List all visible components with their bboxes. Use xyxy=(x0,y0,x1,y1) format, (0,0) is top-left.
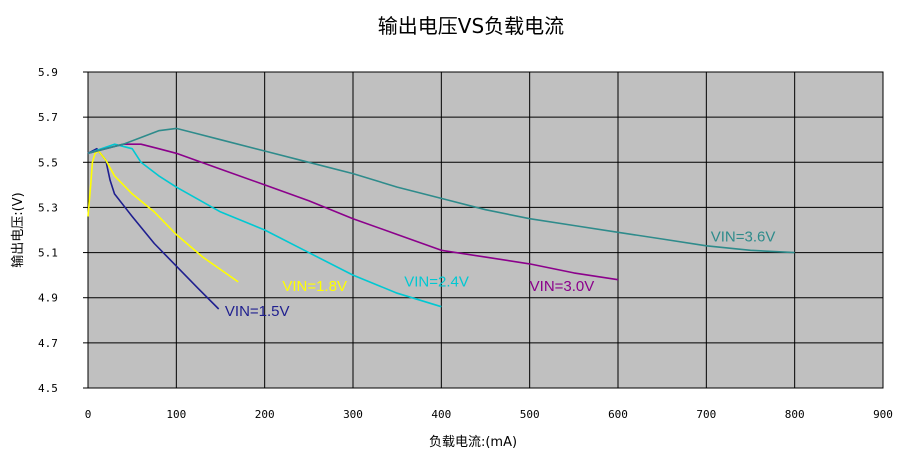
x-tick-label: 600 xyxy=(608,408,628,421)
x-tick-label: 500 xyxy=(520,408,540,421)
series-label: VIN=2.4V xyxy=(404,273,469,290)
series-label: VIN=1.8V xyxy=(282,278,347,295)
series-label: VIN=3.0V xyxy=(530,278,595,295)
series-label: VIN=1.5V xyxy=(225,303,290,320)
y-tick-label: 4.7 xyxy=(38,337,58,350)
series-lines xyxy=(87,127,795,310)
series-line-vin-1-8v xyxy=(87,150,239,283)
series-labels: VIN=1.5V VIN=1.8V VIN=2.4V VIN=3.0V VIN=3.6V xyxy=(225,228,775,319)
x-tick-label: 700 xyxy=(696,408,716,421)
y-tick-label: 5.5 xyxy=(38,156,58,169)
x-tick-label: 200 xyxy=(255,408,275,421)
x-tick-label: 100 xyxy=(166,408,186,421)
gridlines xyxy=(88,72,883,388)
x-tick-label: 800 xyxy=(785,408,805,421)
series-line-vin-3-6v xyxy=(87,127,795,254)
x-tick-label: 0 xyxy=(85,408,92,421)
y-tick-label: 4.9 xyxy=(38,292,58,305)
y-tick-label: 5.9 xyxy=(38,66,58,79)
x-tick-label: 400 xyxy=(431,408,451,421)
y-tick-label: 5.7 xyxy=(38,111,58,124)
series-label: VIN=3.6V xyxy=(711,228,776,245)
y-axis-ticks: 5.9 5.7 5.5 5.3 5.1 4.9 4.7 4.5 xyxy=(38,66,88,395)
y-axis-title: 输出电压:(V) xyxy=(10,192,26,267)
y-tick-label: 5.3 xyxy=(38,201,58,214)
chart-title: 输出电压VS负载电流 xyxy=(378,14,564,38)
series-line-vin-3-0v xyxy=(87,143,619,281)
x-tick-label: 900 xyxy=(873,408,893,421)
x-axis-ticks: 0 100 200 300 400 500 600 700 800 900 xyxy=(85,408,893,421)
y-tick-label: 4.5 xyxy=(38,382,58,395)
plot-area xyxy=(87,71,884,389)
x-tick-label: 300 xyxy=(343,408,363,421)
y-tick-label: 5.1 xyxy=(38,247,58,260)
x-axis-title: 负载电流:(mA) xyxy=(429,435,517,450)
series-line-vin-2-4v xyxy=(87,143,442,308)
